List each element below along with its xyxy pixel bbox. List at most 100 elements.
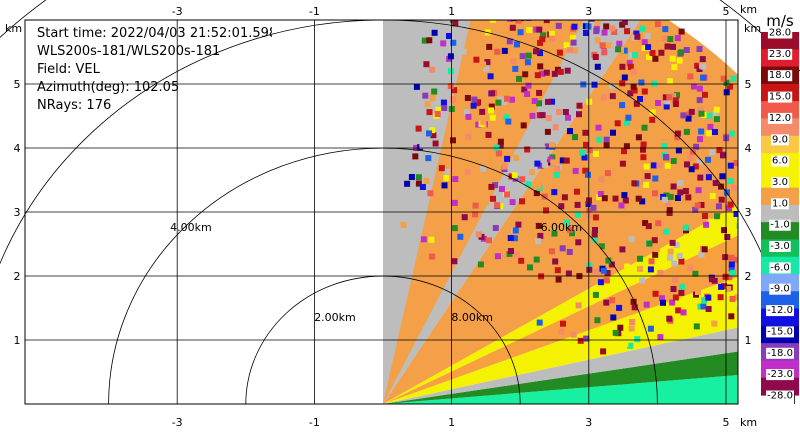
field-pixel — [629, 319, 636, 325]
field-pixel — [494, 48, 501, 55]
field-pixel — [555, 7, 561, 13]
field-pixel — [444, 168, 450, 175]
field-pixel — [486, 237, 492, 244]
field-pixel — [441, 182, 448, 189]
field-pixel — [706, 112, 713, 119]
field-pixel — [742, 184, 748, 190]
field-pixel — [484, 59, 491, 66]
field-pixel — [672, 276, 678, 283]
field-pixel — [600, 267, 607, 274]
axis-unit-label: km — [744, 22, 761, 35]
field-pixel — [420, 236, 427, 243]
colorbar-label-bg — [769, 219, 791, 231]
field-pixel — [480, 124, 487, 130]
field-pixel — [570, 39, 577, 46]
field-pixel — [717, 294, 724, 301]
field-pixel — [508, 173, 515, 180]
x-tick-label-bottom: 3 — [585, 416, 592, 429]
field-pixel — [419, 184, 426, 190]
field-pixel — [504, 191, 511, 198]
field-pixel — [504, 95, 510, 102]
field-pixel — [549, 98, 555, 105]
field-pixel — [452, 20, 459, 27]
y-tick-label-right: 3 — [745, 206, 752, 219]
field-pixel — [712, 180, 719, 186]
field-pixel — [544, 143, 551, 150]
field-pixel — [683, 47, 690, 53]
field-pixel — [677, 179, 684, 186]
field-pixel — [667, 193, 674, 200]
y-tick-label-left: 3 — [14, 206, 21, 219]
field-pixel — [643, 301, 650, 308]
field-pixel — [609, 13, 615, 19]
field-pixel — [733, 160, 738, 166]
field-pixel — [708, 276, 715, 283]
field-pixel — [705, 156, 711, 163]
colorbar-label-bg — [766, 326, 794, 338]
field-pixel — [694, 62, 701, 69]
field-pixel — [619, 63, 626, 70]
field-pixel — [678, 258, 685, 265]
field-pixel — [614, 120, 621, 127]
field-pixel — [582, 167, 589, 174]
field-pixel — [447, 68, 454, 75]
field-pixel — [718, 283, 725, 290]
field-pixel — [509, 199, 516, 206]
field-pixel — [514, 41, 520, 48]
field-pixel — [690, 83, 697, 90]
field-pixel — [431, 88, 438, 95]
field-pixel — [612, 329, 619, 336]
field-pixel — [570, 331, 577, 338]
field-pixel — [697, 136, 703, 143]
field-pixel — [533, 256, 540, 263]
field-pixel — [709, 193, 716, 199]
field-pixel — [670, 183, 677, 190]
field-pixel — [555, 22, 562, 29]
colorbar-tick-label: -6.0 — [770, 262, 790, 273]
field-pixel — [429, 66, 436, 73]
field-pixel — [590, 310, 597, 317]
field-pixel — [702, 279, 709, 286]
field-pixel — [663, 192, 670, 199]
field-pixel — [489, 20, 496, 23]
field-pixel — [516, 75, 522, 82]
range-ring-label: 2.00km — [314, 311, 356, 324]
field-pixel — [640, 141, 647, 148]
field-pixel — [512, 227, 519, 234]
field-pixel — [651, 237, 658, 244]
field-pixel — [525, 52, 532, 59]
field-pixel — [533, 48, 539, 55]
field-pixel — [628, 325, 635, 332]
field-pixel — [592, 227, 598, 233]
field-pixel — [512, 65, 519, 72]
field-pixel — [672, 101, 679, 107]
field-pixel — [594, 317, 601, 324]
field-pixel — [413, 83, 420, 90]
field-pixel — [609, 297, 616, 304]
field-pixel — [631, 304, 638, 311]
field-pixel — [611, 29, 618, 35]
field-pixel — [521, 86, 528, 93]
field-pixel — [487, 73, 494, 80]
field-pixel — [570, 12, 576, 18]
colorbar-tick-label: 6.0 — [772, 156, 788, 167]
field-pixel — [592, 54, 599, 60]
field-pixel — [676, 253, 683, 259]
field-pixel — [700, 303, 707, 310]
field-pixel — [571, 23, 578, 30]
field-pixel — [701, 246, 708, 253]
field-pixel — [680, 309, 687, 316]
field-pixel — [412, 153, 419, 160]
field-pixel — [464, 168, 471, 175]
field-pixel — [524, 146, 531, 153]
field-pixel — [694, 202, 701, 209]
field-pixel — [649, 109, 656, 116]
field-pixel — [702, 91, 708, 98]
field-pixel — [520, 96, 527, 103]
field-pixel — [641, 88, 648, 95]
field-pixel — [441, 0, 447, 4]
field-pixel — [591, 236, 598, 243]
field-pixel — [515, 221, 522, 228]
field-pixel — [638, 79, 645, 86]
field-pixel — [674, 130, 681, 137]
